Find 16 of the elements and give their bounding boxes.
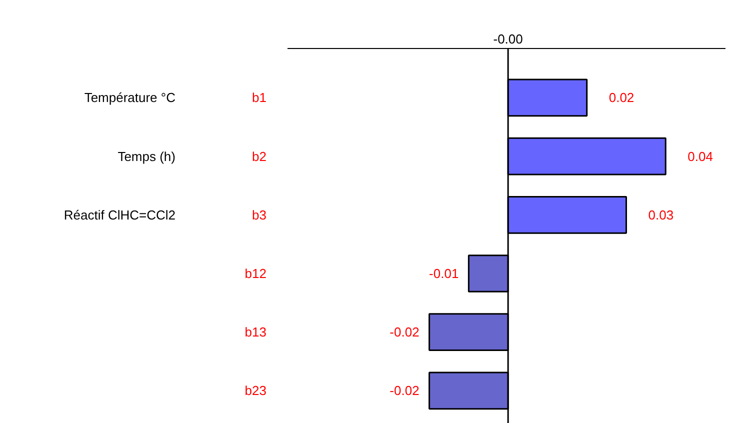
text: Température °C xyxy=(84,90,176,106)
data-label: 0.03 xyxy=(648,207,674,222)
y-tick-label: b2 xyxy=(252,148,267,164)
text: Temps (h) xyxy=(118,148,176,164)
data-label: 0.02 xyxy=(608,90,634,106)
y-tick-label: b1 xyxy=(252,90,267,106)
y-tick-label: b3 xyxy=(252,207,267,222)
data-label: -0.02 xyxy=(390,324,420,340)
data-label: 0.04 xyxy=(688,148,713,164)
y-tick-label: b13 xyxy=(244,324,267,340)
data-label: -0.01 xyxy=(429,266,459,281)
y-tick-label: b12 xyxy=(244,266,267,281)
ref-line-label: -0.00 xyxy=(493,32,523,46)
data-label: -0.02 xyxy=(390,383,420,398)
text: Réactif ClHC=CCl2 xyxy=(64,207,176,222)
y-tick-label: b23 xyxy=(244,383,267,398)
